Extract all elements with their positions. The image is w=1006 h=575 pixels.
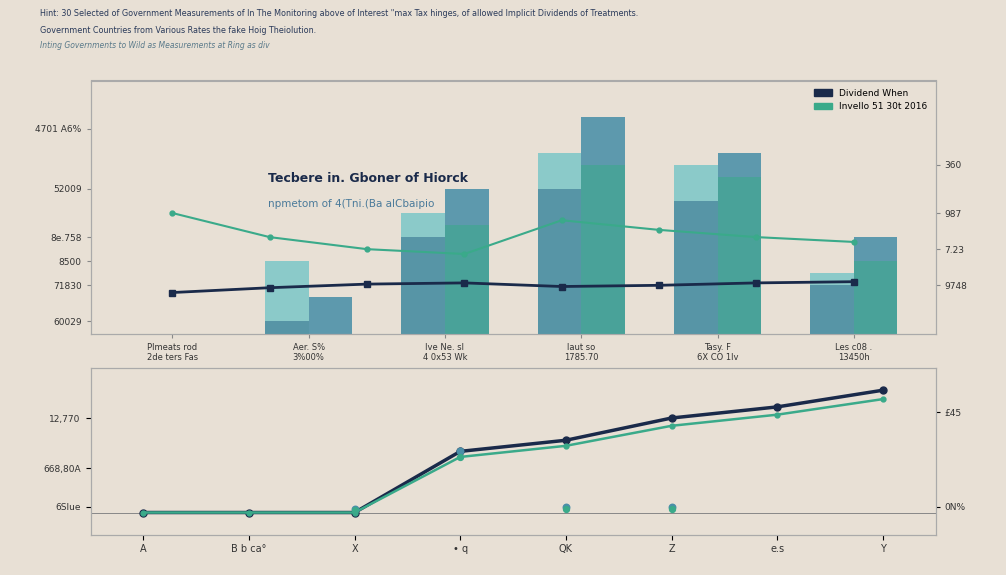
Bar <box>129 457 172 466</box>
Bar <box>717 177 762 466</box>
Bar <box>674 165 717 466</box>
Bar <box>537 153 581 466</box>
Bar <box>445 225 489 466</box>
Point <box>663 505 679 514</box>
Legend: Dividend When, Invello 51 30t 2016: Dividend When, Invello 51 30t 2016 <box>810 85 932 115</box>
Text: Inting Governments to Wild as Measurements at Ring as div: Inting Governments to Wild as Measuremen… <box>40 41 270 51</box>
Bar <box>674 201 717 466</box>
Bar <box>309 334 352 466</box>
Bar <box>810 285 854 466</box>
Bar <box>309 297 352 466</box>
Bar <box>717 153 762 466</box>
Bar <box>172 461 216 466</box>
Bar <box>265 321 309 466</box>
Bar <box>172 457 216 466</box>
Bar <box>581 117 625 466</box>
Point <box>663 503 679 512</box>
Bar <box>537 189 581 466</box>
Point <box>452 453 468 462</box>
Point <box>557 505 573 514</box>
Point <box>452 447 468 456</box>
Point <box>346 505 362 514</box>
Point <box>346 505 362 515</box>
Text: Hint: 30 Selected of Government Measurements of In The Monitoring above of Inter: Hint: 30 Selected of Government Measurem… <box>40 9 639 18</box>
Bar <box>401 237 445 466</box>
Bar <box>854 237 897 466</box>
Bar <box>581 165 625 466</box>
Text: Tecbere in. Gboner of Hiorck: Tecbere in. Gboner of Hiorck <box>268 172 468 185</box>
Point <box>557 503 573 512</box>
Bar <box>129 461 172 466</box>
Bar <box>854 261 897 466</box>
Bar <box>401 213 445 466</box>
Bar <box>445 189 489 466</box>
Text: Government Countries from Various Rates the fake Hoig Theiolution.: Government Countries from Various Rates … <box>40 26 316 35</box>
Bar <box>265 261 309 466</box>
Text: npmetom of 4(Tni.(Ba alCbaipio: npmetom of 4(Tni.(Ba alCbaipio <box>268 199 435 209</box>
Bar <box>810 273 854 466</box>
